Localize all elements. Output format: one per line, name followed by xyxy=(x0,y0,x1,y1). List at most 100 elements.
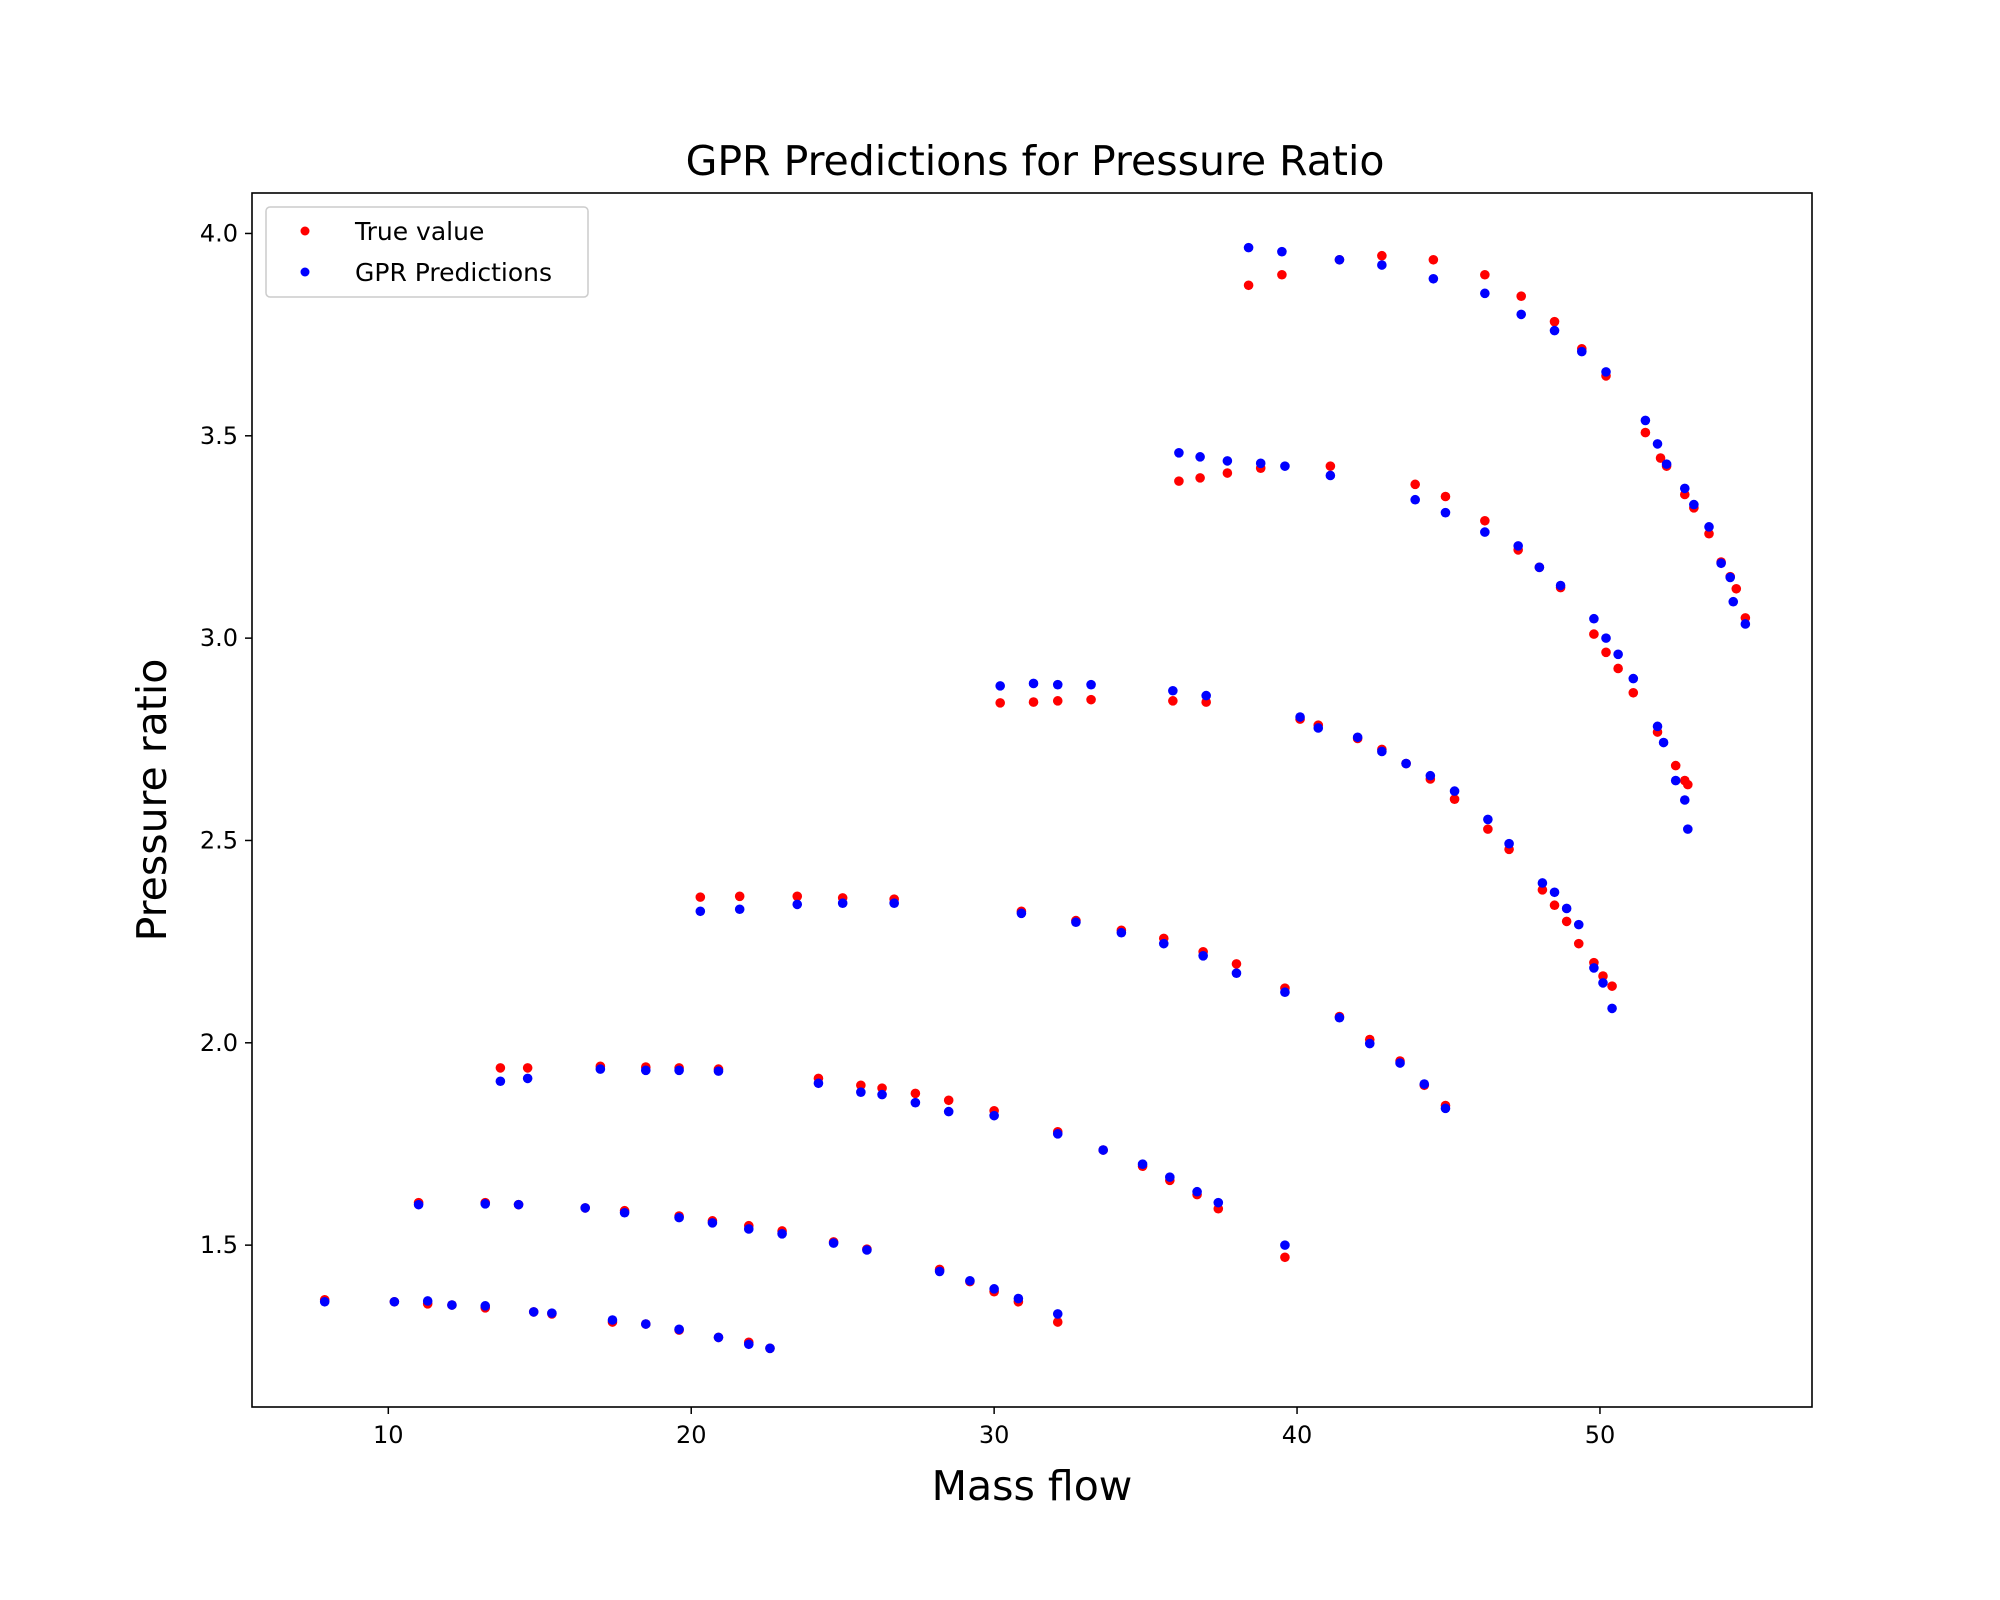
gpr-prediction-point xyxy=(1613,649,1623,660)
gpr-prediction-point xyxy=(1158,938,1169,949)
gpr-prediction-point xyxy=(1198,950,1208,961)
gpr-prediction-point xyxy=(528,1307,539,1317)
gpr-prediction-point xyxy=(1504,838,1514,849)
true-value-point xyxy=(1440,491,1451,502)
true-value-point xyxy=(1449,794,1460,804)
gpr-prediction-point xyxy=(1679,795,1690,805)
gpr-prediction-point xyxy=(1483,814,1493,825)
gpr-prediction-point xyxy=(1549,887,1560,898)
gpr-prediction-point xyxy=(1137,1159,1148,1169)
gpr-prediction-point xyxy=(1440,1103,1451,1114)
gpr-prediction-point xyxy=(1313,723,1324,733)
true-value-point xyxy=(1277,269,1287,280)
gpr-prediction-point xyxy=(674,1324,684,1335)
true-value-point xyxy=(1549,900,1560,911)
y-tick-label: 2.0 xyxy=(200,1029,238,1057)
gpr-prediction-point xyxy=(1071,917,1081,928)
gpr-prediction-point xyxy=(1425,770,1436,781)
gpr-prediction-point xyxy=(1213,1197,1224,1208)
true-value-point xyxy=(1195,473,1205,483)
gpr-prediction-point xyxy=(547,1308,557,1318)
gpr-prediction-point xyxy=(513,1199,524,1210)
gpr-prediction-point xyxy=(1377,260,1387,270)
true-value-point xyxy=(910,1088,921,1099)
true-value-point xyxy=(1243,280,1254,291)
gpr-prediction-point xyxy=(1098,1145,1108,1155)
gpr-prediction-point xyxy=(1480,288,1490,299)
gpr-prediction-point xyxy=(1607,1003,1617,1014)
true-value-point xyxy=(1231,959,1242,969)
true-value-point xyxy=(1483,824,1493,834)
gpr-prediction-point xyxy=(1661,459,1672,469)
legend-marker-true-value xyxy=(300,226,310,236)
gpr-prediction-point xyxy=(765,1343,775,1354)
true-value-point xyxy=(1640,427,1651,438)
x-tick-label: 40 xyxy=(1282,1421,1313,1449)
true-value-point xyxy=(1280,1252,1290,1263)
true-value-point xyxy=(1222,468,1233,478)
gpr-prediction-point xyxy=(743,1339,754,1350)
true-value-point xyxy=(695,892,706,902)
true-value-point xyxy=(995,698,1005,708)
gpr-prediction-point xyxy=(1598,978,1608,988)
true-value-point xyxy=(1480,515,1490,526)
y-tick-label: 4.0 xyxy=(200,219,238,247)
gpr-prediction-point xyxy=(1740,619,1751,629)
legend-box xyxy=(265,206,589,298)
true-value-point xyxy=(1683,779,1693,790)
gpr-prediction-point xyxy=(910,1097,921,1108)
true-value-point xyxy=(943,1095,954,1106)
gpr-prediction-point xyxy=(1725,572,1736,583)
y-tick-label: 2.5 xyxy=(200,826,238,854)
gpr-prediction-point xyxy=(1670,775,1681,786)
true-value-point xyxy=(734,891,745,902)
gpr-prediction-point xyxy=(447,1300,457,1310)
y-axis-label: Pressure ratio xyxy=(128,659,176,942)
gpr-prediction-point xyxy=(389,1296,400,1307)
data-points xyxy=(319,242,1751,1354)
plot-area-frame xyxy=(251,192,1813,1408)
gpr-prediction-point xyxy=(1410,494,1420,505)
true-value-point xyxy=(1537,885,1548,895)
gpr-prediction-point xyxy=(989,1284,999,1294)
gpr-prediction-point xyxy=(580,1203,591,1213)
gpr-prediction-point xyxy=(480,1301,491,1311)
gpr-prediction-point xyxy=(1480,527,1490,537)
gpr-prediction-point xyxy=(713,1332,724,1343)
gpr-prediction-point xyxy=(837,898,848,908)
gpr-prediction-point xyxy=(707,1218,718,1228)
true-value-point xyxy=(1028,697,1039,707)
gpr-prediction-point xyxy=(1295,712,1305,722)
gpr-prediction-point xyxy=(943,1106,954,1117)
true-value-point xyxy=(1428,254,1439,265)
gpr-prediction-point xyxy=(1589,613,1599,624)
true-value-point xyxy=(1086,694,1096,705)
x-tick-label: 30 xyxy=(979,1421,1010,1449)
gpr-prediction-point xyxy=(1534,562,1545,573)
gpr-prediction-point xyxy=(1201,690,1211,701)
gpr-prediction-point xyxy=(1440,507,1451,518)
gpr-prediction-point xyxy=(1589,963,1599,973)
gpr-prediction-point xyxy=(713,1066,724,1076)
gpr-prediction-point xyxy=(792,899,803,910)
gpr-prediction-point xyxy=(1601,633,1611,643)
gpr-prediction-point xyxy=(413,1199,424,1210)
true-value-point xyxy=(792,891,803,902)
gpr-prediction-point xyxy=(889,898,899,908)
gpr-prediction-point xyxy=(856,1087,866,1097)
true-value-point xyxy=(1410,479,1420,490)
true-value-point xyxy=(1168,696,1178,706)
x-axis-ticks: 10 20 30 40 50 xyxy=(373,1407,1615,1449)
true-value-point xyxy=(1731,583,1742,594)
true-value-point xyxy=(1589,629,1599,639)
gpr-prediction-point xyxy=(1116,927,1127,938)
gpr-prediction-point xyxy=(674,1065,684,1076)
gpr-prediction-point xyxy=(1513,541,1523,551)
gpr-prediction-point xyxy=(1052,1309,1063,1319)
legend-label-true-value: True value xyxy=(354,217,484,246)
gpr-prediction-point xyxy=(1280,461,1290,471)
gpr-prediction-point xyxy=(1165,1172,1175,1182)
gpr-prediction-point xyxy=(828,1238,839,1248)
gpr-prediction-point xyxy=(1243,242,1254,253)
